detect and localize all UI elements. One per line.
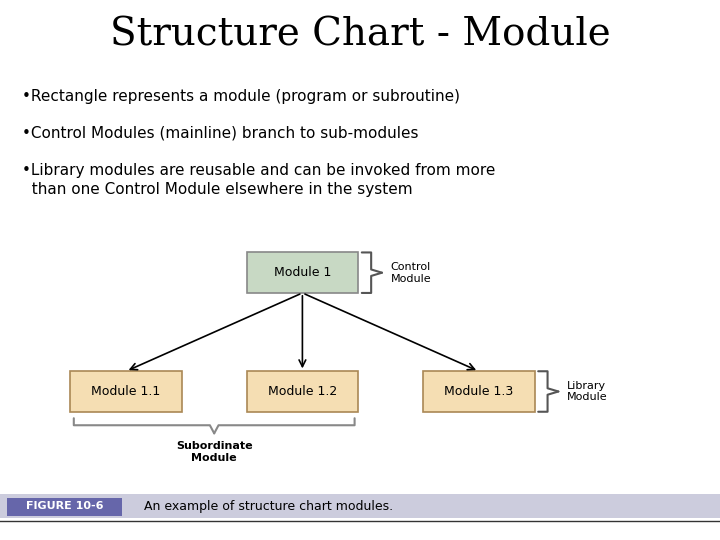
Text: Module 1.2: Module 1.2 xyxy=(268,385,337,398)
Text: Module 1: Module 1 xyxy=(274,266,331,279)
Text: Control
Module: Control Module xyxy=(390,262,431,284)
Text: FIGURE 10-6: FIGURE 10-6 xyxy=(26,501,104,511)
Text: An example of structure chart modules.: An example of structure chart modules. xyxy=(144,500,393,513)
Text: Subordinate
Module: Subordinate Module xyxy=(176,442,253,463)
Text: Module 1.3: Module 1.3 xyxy=(444,385,513,398)
Text: •Library modules are reusable and can be invoked from more
  than one Control Mo: •Library modules are reusable and can be… xyxy=(22,163,495,197)
Text: •Rectangle represents a module (program or subroutine): •Rectangle represents a module (program … xyxy=(22,89,459,104)
Text: •Control Modules (mainline) branch to sub-modules: •Control Modules (mainline) branch to su… xyxy=(22,126,418,141)
Text: Library
Module: Library Module xyxy=(567,381,608,402)
Text: Structure Chart - Module: Structure Chart - Module xyxy=(109,16,611,53)
FancyBboxPatch shape xyxy=(246,372,358,411)
FancyBboxPatch shape xyxy=(70,372,181,411)
Text: Module 1.1: Module 1.1 xyxy=(91,385,161,398)
FancyBboxPatch shape xyxy=(0,494,720,518)
FancyBboxPatch shape xyxy=(246,252,358,293)
FancyBboxPatch shape xyxy=(423,372,534,411)
FancyBboxPatch shape xyxy=(7,498,122,516)
